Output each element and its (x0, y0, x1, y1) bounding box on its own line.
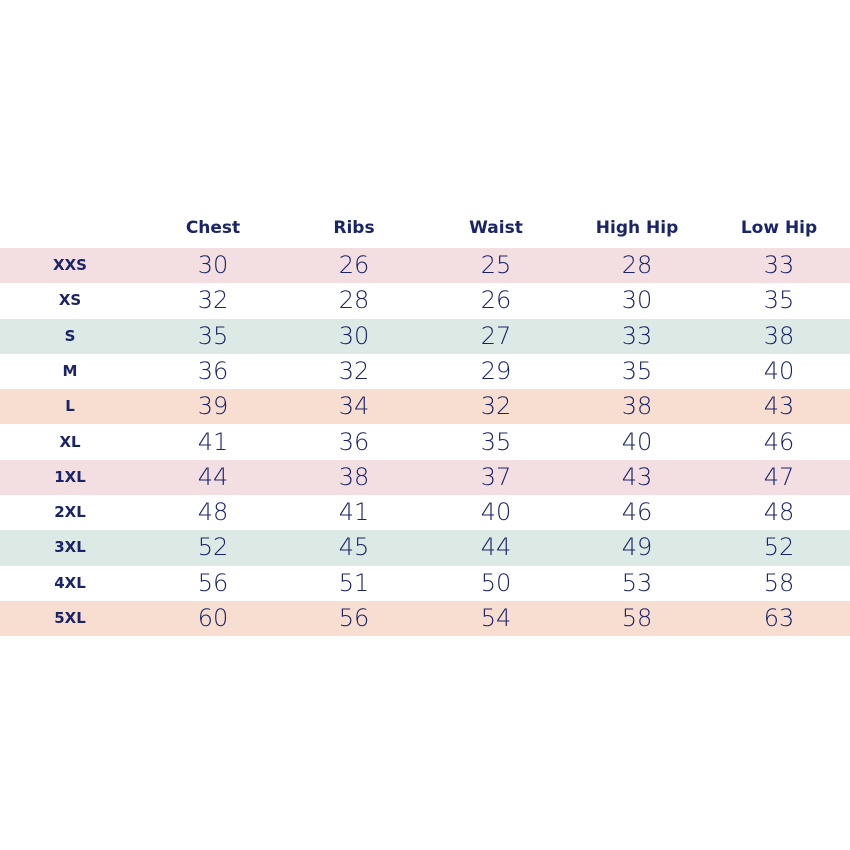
measurement: 34 (338, 392, 370, 421)
measurement: 51 (338, 568, 370, 597)
measurement: 38 (621, 392, 653, 421)
measurement: 26 (338, 251, 370, 279)
measurement: 53 (621, 568, 653, 597)
table-row: XS 32 28 26 30 35 (0, 283, 850, 318)
measurement: 43 (621, 462, 653, 491)
measurement: 28 (338, 286, 370, 315)
table-row: M 36 32 29 35 40 (0, 354, 850, 389)
measurement: 41 (197, 427, 229, 456)
size-label: XS (58, 291, 82, 310)
measurement: 60 (197, 604, 229, 632)
measurement: 35 (763, 286, 795, 315)
size-label: XL (59, 432, 81, 451)
measurement: 35 (621, 356, 653, 385)
size-label: XXS (53, 256, 87, 274)
measurement: 30 (197, 251, 229, 279)
measurement: 63 (763, 604, 795, 632)
measurement: 54 (480, 604, 512, 632)
size-label: M (62, 361, 78, 380)
size-label: 4XL (54, 573, 86, 592)
measurement: 33 (621, 321, 653, 350)
measurement: 56 (338, 604, 370, 632)
measurement: 46 (763, 427, 795, 456)
measurement: 41 (338, 498, 370, 527)
column-header: Waist (469, 218, 523, 238)
table-row: L 39 34 32 38 43 (0, 389, 850, 425)
measurement: 40 (480, 498, 512, 527)
measurement: 44 (480, 533, 512, 562)
size-label: L (65, 397, 75, 416)
measurement: 40 (763, 356, 795, 385)
measurement: 49 (621, 533, 653, 562)
measurement: 50 (480, 568, 512, 597)
measurement: 48 (197, 498, 229, 527)
table-row: 1XL 44 38 37 43 47 (0, 459, 850, 496)
measurement: 43 (763, 392, 795, 421)
measurement: 35 (197, 321, 229, 350)
measurement: 30 (621, 286, 653, 315)
measurement: 29 (480, 356, 512, 385)
measurement: 52 (197, 533, 229, 562)
measurement: 32 (197, 286, 229, 315)
measurement: 37 (480, 462, 512, 491)
measurement: 27 (480, 321, 512, 350)
measurement: 33 (763, 251, 795, 279)
measurement: 32 (480, 392, 512, 421)
table-row: XL 41 36 35 40 46 (0, 425, 850, 460)
measurement: 28 (621, 251, 653, 279)
table-row: 5XL 60 56 54 58 63 (0, 601, 850, 637)
measurement: 35 (480, 427, 512, 456)
measurement: 58 (621, 604, 653, 632)
table-row: 4XL 56 51 50 53 58 (0, 566, 850, 601)
measurement: 25 (480, 251, 512, 279)
size-label: 1XL (54, 467, 86, 486)
measurement: 56 (197, 568, 229, 597)
size-label: 5XL (54, 609, 86, 627)
table-row: 3XL 52 45 44 49 52 (0, 530, 850, 566)
measurement: 40 (621, 427, 653, 456)
size-label: 2XL (54, 503, 86, 522)
column-header: High Hip (595, 218, 679, 238)
table-row: S 35 30 27 33 38 (0, 318, 850, 354)
measurement: 45 (338, 533, 370, 562)
column-header: Low Hip (740, 218, 818, 238)
measurement: 36 (197, 356, 229, 385)
column-header: Chest (185, 218, 241, 238)
measurement: 48 (763, 498, 795, 527)
measurement: 52 (763, 533, 795, 562)
table-row: XXS 30 26 25 28 33 (0, 248, 850, 284)
measurement: 32 (338, 356, 370, 385)
measurement: 36 (338, 427, 370, 456)
measurement: 38 (763, 321, 795, 350)
measurement: 39 (197, 392, 229, 421)
size-label: 3XL (54, 538, 86, 557)
measurement: 26 (480, 286, 512, 315)
measurement: 30 (338, 321, 370, 350)
table-row: 2XL 48 41 40 46 48 (0, 495, 850, 530)
size-label: S (64, 326, 76, 345)
column-header: Ribs (333, 218, 375, 238)
measurement: 46 (621, 498, 653, 527)
measurement: 44 (197, 462, 229, 491)
measurement: 47 (763, 462, 795, 491)
measurement: 38 (338, 462, 370, 491)
measurement: 58 (763, 568, 795, 597)
